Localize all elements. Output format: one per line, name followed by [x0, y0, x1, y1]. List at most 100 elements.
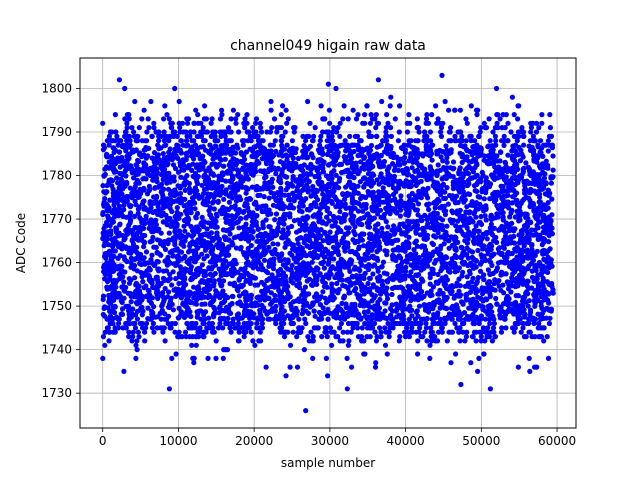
data-point: [459, 244, 465, 251]
data-point: [260, 222, 266, 228]
data-point: [425, 263, 431, 269]
data-point: [177, 235, 183, 241]
data-point: [170, 269, 176, 275]
data-point: [168, 152, 174, 158]
data-point: [415, 226, 421, 232]
data-point: [360, 175, 366, 182]
data-point: [440, 181, 446, 187]
data-point: [251, 201, 257, 207]
data-point: [118, 210, 124, 216]
data-point: [373, 223, 379, 229]
data-point: [194, 210, 201, 217]
data-point: [208, 277, 214, 283]
data-point: [127, 218, 134, 224]
data-point: [412, 280, 418, 286]
data-point: [514, 166, 521, 172]
data-point: [248, 228, 254, 234]
data-point: [217, 192, 223, 198]
data-point: [352, 264, 358, 270]
data-point: [152, 285, 158, 291]
data-point: [126, 276, 132, 282]
data-point: [222, 156, 228, 162]
data-point: [241, 303, 247, 309]
data-point: [501, 142, 507, 148]
data-point: [101, 173, 107, 179]
data-point: [176, 228, 183, 234]
data-point: [457, 150, 463, 156]
data-point: [339, 169, 345, 176]
data-point: [266, 276, 272, 282]
data-point: [548, 230, 554, 236]
data-point: [219, 183, 225, 189]
data-point: [149, 311, 155, 317]
data-point: [226, 227, 232, 233]
data-point: [131, 266, 137, 272]
data-point: [369, 245, 375, 251]
data-point: [249, 223, 255, 229]
data-point: [401, 306, 407, 312]
data-point: [349, 194, 355, 200]
data-point: [379, 282, 385, 288]
data-point: [236, 276, 242, 282]
data-point: [477, 268, 484, 274]
data-point: [541, 202, 547, 208]
data-point: [291, 198, 297, 204]
data-point: [510, 271, 516, 277]
data-point: [379, 278, 385, 284]
data-point: [517, 158, 524, 164]
data-point: [311, 308, 317, 314]
data-point: [134, 301, 140, 307]
data-point: [269, 228, 275, 234]
data-point: [374, 275, 380, 281]
data-point: [323, 197, 329, 203]
data-point: [259, 267, 265, 273]
data-point: [143, 206, 149, 213]
data-point: [404, 306, 411, 312]
data-point: [491, 176, 498, 182]
data-point: [189, 167, 195, 173]
data-point: [317, 241, 323, 247]
data-point: [186, 257, 192, 263]
data-point: [447, 283, 454, 289]
data-point: [362, 313, 368, 319]
data-point: [235, 211, 241, 217]
data-point: [150, 177, 156, 183]
data-point: [509, 250, 515, 257]
data-point: [479, 169, 485, 175]
data-point: [158, 181, 165, 188]
data-point: [228, 267, 234, 273]
data-point: [488, 221, 494, 227]
data-point: [256, 239, 262, 245]
data-point: [208, 147, 214, 153]
data-point: [438, 234, 444, 240]
data-point: [261, 257, 268, 263]
data-point: [475, 247, 481, 254]
data-point: [166, 301, 173, 307]
data-point: [289, 223, 295, 229]
data-point: [208, 300, 214, 306]
data-point: [425, 151, 431, 158]
data-point: [277, 177, 283, 183]
data-point: [492, 277, 498, 283]
data-point: [270, 266, 277, 272]
data-point: [512, 226, 518, 232]
data-point: [405, 228, 411, 234]
data-point: [103, 233, 109, 239]
data-point: [134, 177, 140, 183]
data-point: [517, 208, 523, 214]
data-point: [126, 155, 132, 162]
data-point: [222, 236, 228, 243]
data-point: [424, 177, 430, 183]
data-point: [212, 262, 219, 268]
data-point: [408, 293, 414, 300]
data-point: [540, 169, 546, 175]
data-point: [519, 269, 525, 275]
data-point: [312, 313, 318, 319]
data-point: [331, 168, 337, 174]
data-point: [212, 218, 218, 224]
data-point: [436, 256, 442, 262]
data-point: [135, 206, 141, 212]
data-point: [290, 246, 296, 252]
data-point: [320, 250, 326, 256]
data-point: [227, 281, 233, 287]
